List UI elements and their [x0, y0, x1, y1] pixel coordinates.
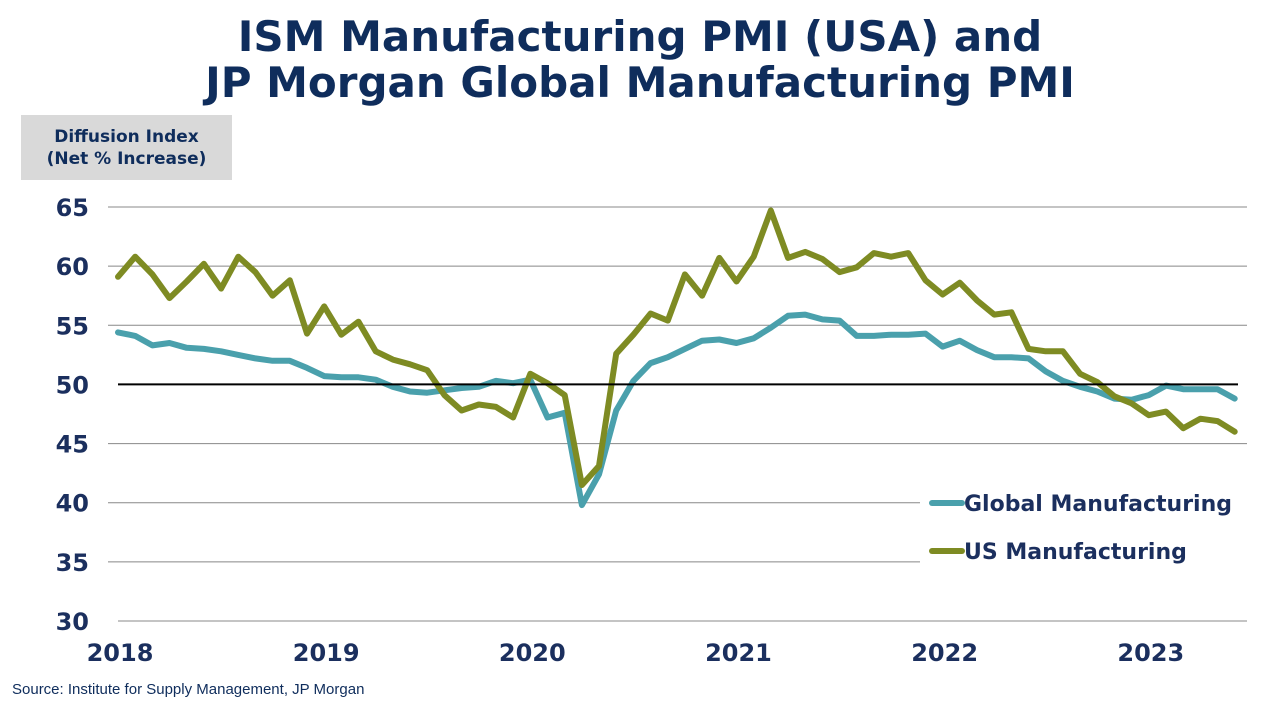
chart-title: ISM Manufacturing PMI (USA) and JP Morga… [0, 14, 1280, 106]
y-tick-label: 45 [56, 431, 89, 459]
y-tick-label: 55 [56, 312, 89, 340]
x-tick-label: 2018 [87, 639, 154, 667]
x-tick-label: 2019 [293, 639, 360, 667]
x-tick-label: 2020 [499, 639, 566, 667]
y-tick-label: 50 [56, 371, 89, 399]
y-axis-label-line-2: (Net % Increase) [46, 148, 207, 169]
y-axis-label-line-1: Diffusion Index [54, 126, 199, 147]
x-tick-label: 2021 [705, 639, 772, 667]
y-tick-label: 40 [56, 490, 89, 518]
global-manufacturing-series-line [115, 311, 1238, 509]
chart-title-line-2: JP Morgan Global Manufacturing PMI [205, 58, 1075, 107]
y-tick-label: 30 [56, 608, 89, 636]
us-manufacturing-series-line [115, 207, 1238, 488]
legend-global-manufacturing-label: Global Manufacturing [964, 492, 1232, 517]
x-tick-label: 2022 [911, 639, 978, 667]
x-tick-label: 2023 [1117, 639, 1184, 667]
y-axis-label-box: Diffusion Index (Net % Increase) [21, 115, 232, 180]
chart-title-line-1: ISM Manufacturing PMI (USA) and [237, 12, 1043, 61]
source-note: Source: Institute for Supply Management,… [12, 681, 365, 698]
y-tick-label: 65 [56, 194, 89, 222]
y-tick-label: 60 [56, 253, 89, 281]
legend-us-manufacturing-label: US Manufacturing [964, 540, 1187, 565]
y-tick-label: 35 [56, 549, 89, 577]
